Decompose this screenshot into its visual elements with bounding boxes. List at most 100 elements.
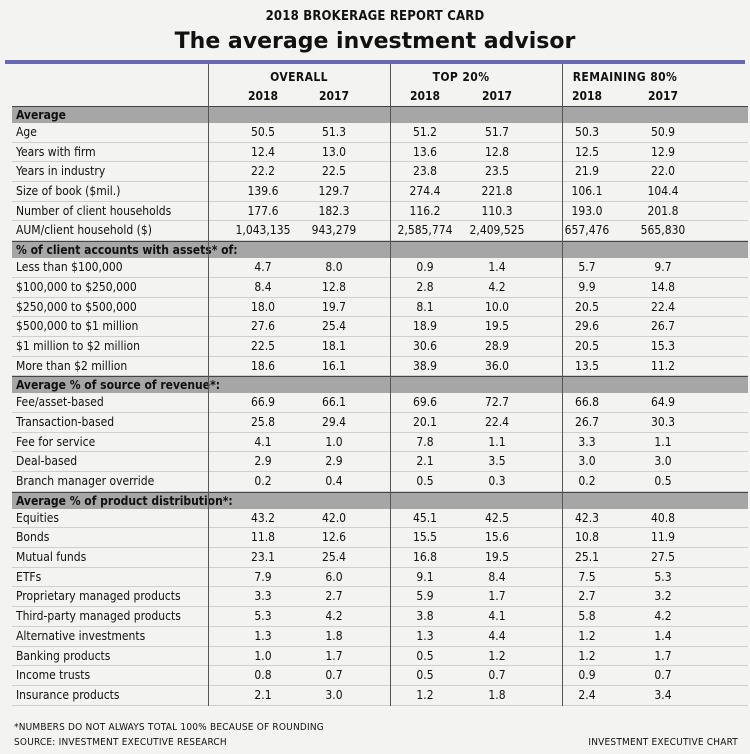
- group-header: TOP 20%: [432, 70, 490, 84]
- table-cell: 20.1: [412, 414, 438, 429]
- table-cell: 4.7: [254, 260, 272, 275]
- table-cell: 201.8: [647, 203, 679, 218]
- table-cell: 2.7: [325, 589, 343, 604]
- table-cell: 177.6: [247, 203, 279, 218]
- table-cell: 51.7: [484, 125, 510, 139]
- table-row: $1 million to $2 million 22.5 18.1 30.6 28.9…: [12, 337, 748, 357]
- table-cell: 3.0: [654, 454, 672, 469]
- source-note: SOURCE: INVESTMENT EXECUTIVE RESEARCH: [14, 737, 227, 748]
- table-cell: 2.9: [325, 454, 343, 469]
- table-cell: 1.4: [654, 628, 672, 643]
- table-cell: 12.5: [574, 144, 600, 159]
- table-cell: 38.9: [412, 358, 438, 373]
- row-label: Age: [16, 125, 37, 139]
- table-cell: 4.2: [654, 609, 672, 624]
- table-cell: 13.6: [412, 144, 438, 159]
- table-header: OVERALL TOP 20% REMAINING 80% 2018 2017 2018 2…: [12, 64, 748, 106]
- table-cell: 3.2: [654, 589, 672, 604]
- row-label: $1 million to $2 million: [16, 338, 140, 353]
- table-row: Years with firm 12.4 13.0 13.6 12.8 12.5 12.9: [12, 143, 748, 163]
- table-cell: 0.9: [416, 260, 434, 275]
- table-cell: 22.5: [321, 164, 347, 179]
- table-cell: 1.8: [488, 687, 506, 702]
- table-cell: 15.3: [650, 338, 676, 353]
- table-cell: 0.9: [578, 668, 596, 683]
- table-row: Proprietary managed products 3.3 2.7 5.9 1.7…: [12, 587, 748, 608]
- row-label: Insurance products: [16, 687, 120, 702]
- section-header: % of client accounts with assets* of:: [12, 241, 748, 259]
- row-label: Fee/asset-based: [16, 395, 104, 410]
- table-cell: 40.8: [650, 510, 676, 525]
- table-cell: 43.2: [250, 510, 276, 525]
- table-cell: 66.1: [321, 395, 347, 410]
- table-cell: 11.9: [650, 530, 676, 545]
- row-label: $250,000 to $500,000: [16, 299, 137, 314]
- year-header: 2017: [318, 89, 350, 103]
- table-cell: 18.6: [250, 358, 276, 373]
- table-row: Alternative investments 1.3 1.8 1.3 4.4 1.2 1.…: [12, 627, 748, 647]
- section-header: Average: [12, 106, 748, 123]
- table-row: Third-party managed products 5.3 4.2 3.8 4.1…: [12, 607, 748, 627]
- table-cell: 22.5: [250, 338, 276, 353]
- chart-credit: INVESTMENT EXECUTIVE CHART: [588, 737, 738, 748]
- table-cell: 0.8: [254, 668, 272, 683]
- table-cell: 11.2: [650, 358, 676, 373]
- table-cell: 274.4: [409, 184, 441, 199]
- table-cell: 106.1: [571, 184, 603, 199]
- table-cell: 657,476: [564, 223, 610, 238]
- group-header: OVERALL: [270, 70, 328, 84]
- row-label: Alternative investments: [16, 628, 146, 643]
- table-cell: 1.8: [325, 628, 343, 643]
- title-rule: [5, 60, 745, 64]
- table-cell: 2.1: [416, 454, 434, 469]
- table-cell: 30.3: [650, 414, 676, 429]
- table-cell: 19.5: [484, 550, 510, 565]
- table-cell: 4.4: [488, 628, 506, 643]
- table-cell: 10.8: [574, 530, 600, 545]
- table-cell: 2.1: [254, 687, 272, 702]
- table-cell: 1.2: [578, 648, 596, 663]
- table-cell: 1.4: [488, 260, 506, 275]
- column-divider: [562, 64, 563, 706]
- table-cell: 16.1: [321, 358, 347, 373]
- table-cell: 51.3: [321, 125, 347, 139]
- table-cell: 14.8: [650, 279, 676, 294]
- table-cell: 36.0: [484, 358, 510, 373]
- table-cell: 3.3: [254, 589, 272, 604]
- row-label: Years in industry: [16, 164, 106, 179]
- table-cell: 23.5: [484, 164, 510, 179]
- table-row: Banking products 1.0 1.7 0.5 1.2 1.2 1.7: [12, 647, 748, 667]
- table-cell: 4.1: [254, 434, 272, 449]
- table-cell: 25.1: [574, 550, 600, 565]
- table-cell: 104.4: [647, 184, 679, 199]
- table-cell: 21.9: [574, 164, 600, 179]
- table-cell: 221.8: [481, 184, 513, 199]
- section-header: Average % of product distribution*:: [12, 491, 748, 509]
- table-cell: 50.5: [250, 125, 276, 139]
- table-row: $250,000 to $500,000 18.0 19.7 8.1 10.0 20.5 2…: [12, 298, 748, 318]
- table-row: Transaction-based 25.8 29.4 20.1 22.4 26.7 30.…: [12, 413, 748, 433]
- table-cell: 23.8: [412, 164, 438, 179]
- table-cell: 0.2: [254, 474, 272, 488]
- table-row: AUM/client household ($) 1,043,135 943,279…: [12, 221, 748, 242]
- table-row: $500,000 to $1 million 27.6 25.4 18.9 19.5 29…: [12, 317, 748, 337]
- table-cell: 12.8: [484, 144, 510, 159]
- table-cell: 12.6: [321, 530, 347, 545]
- table-cell: 1.3: [254, 628, 272, 643]
- table-cell: 15.5: [412, 530, 438, 545]
- table-cell: 0.3: [488, 474, 506, 488]
- table-cell: 0.2: [578, 474, 596, 488]
- table-cell: 19.5: [484, 319, 510, 334]
- chart-title: The average investment advisor: [174, 29, 576, 54]
- table-cell: 22.0: [650, 164, 676, 179]
- table-row: ETFs 7.9 6.0 9.1 8.4 7.5 5.3: [12, 568, 748, 588]
- table-row: Age 50.5 51.3 51.2 51.7 50.3 50.9: [12, 123, 748, 143]
- table-cell: 27.5: [650, 550, 676, 565]
- table-row: Number of client households 177.6 182.3 116…: [12, 202, 748, 222]
- data-table: OVERALL TOP 20% REMAINING 80% 2018 2017 2018 2…: [12, 64, 748, 706]
- column-divider: [390, 64, 391, 706]
- table-cell: 1.2: [416, 687, 434, 702]
- table-cell: 2,585,774: [397, 223, 453, 238]
- table-row: Fee/asset-based 66.9 66.1 69.6 72.7 66.8 64.9: [12, 393, 748, 413]
- row-label: Deal-based: [16, 454, 78, 469]
